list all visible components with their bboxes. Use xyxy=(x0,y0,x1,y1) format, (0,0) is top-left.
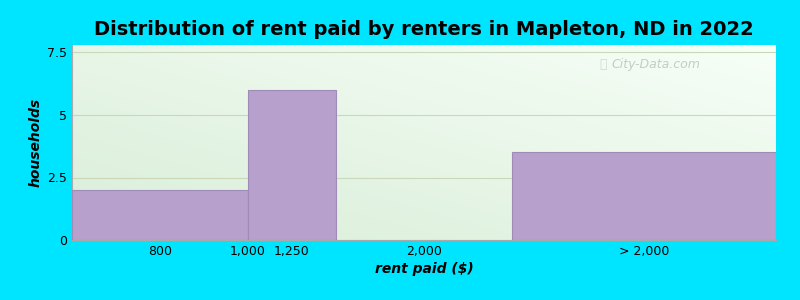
Bar xyxy=(512,152,776,240)
Text: City-Data.com: City-Data.com xyxy=(612,58,701,71)
Bar xyxy=(72,190,248,240)
X-axis label: rent paid ($): rent paid ($) xyxy=(374,262,474,276)
Text: 🔍: 🔍 xyxy=(600,58,607,71)
Y-axis label: households: households xyxy=(29,98,43,187)
Bar xyxy=(248,90,336,240)
Title: Distribution of rent paid by renters in Mapleton, ND in 2022: Distribution of rent paid by renters in … xyxy=(94,20,754,39)
